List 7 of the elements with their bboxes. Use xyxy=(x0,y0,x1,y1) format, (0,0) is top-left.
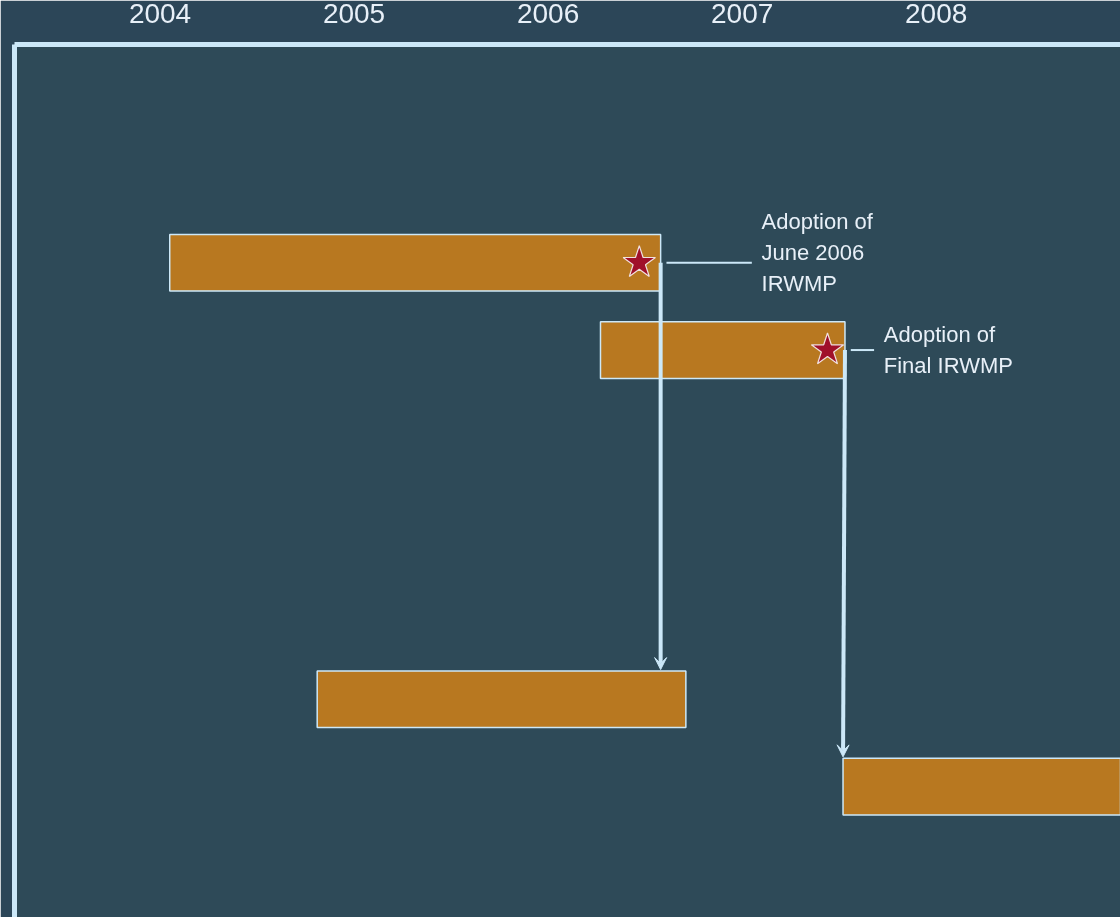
annotation: Adoption of Final IRWMP xyxy=(883,321,1013,379)
x-tick-label: 2008 xyxy=(905,0,968,29)
x-tick-label: 2007 xyxy=(710,0,774,29)
x-tick-label: 2004 xyxy=(128,0,192,29)
annotation: Adoption of June 2006 IRWMP xyxy=(761,208,874,297)
x-tick-label: 2005 xyxy=(322,0,386,29)
x-tick-label: 2006 xyxy=(516,0,580,29)
